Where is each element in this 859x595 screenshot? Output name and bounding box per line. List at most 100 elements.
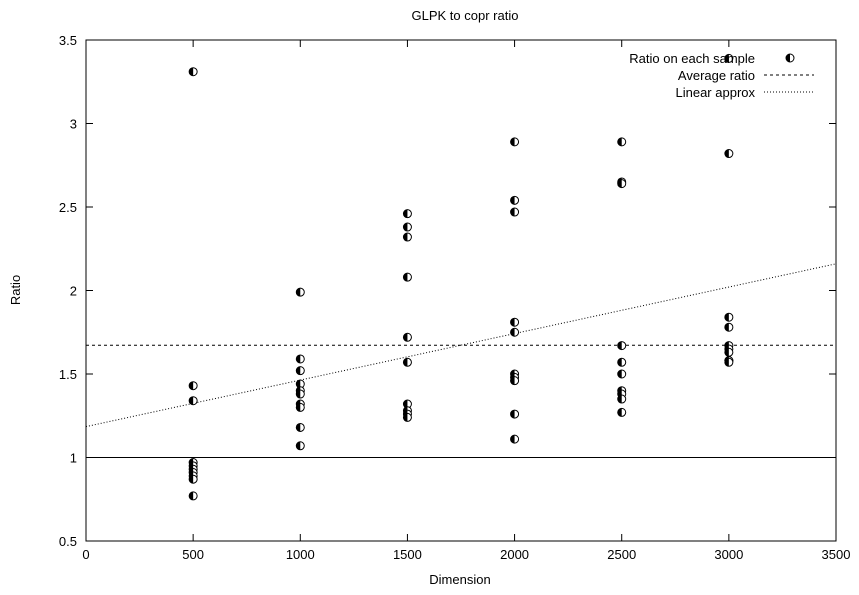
data-point xyxy=(188,396,198,406)
data-point xyxy=(295,354,305,364)
marker-fill xyxy=(403,233,408,242)
marker-fill xyxy=(403,413,408,422)
legend-marker xyxy=(785,53,795,63)
marker-fill xyxy=(617,370,622,378)
marker-fill xyxy=(724,54,729,63)
x-tick-label: 3000 xyxy=(714,547,743,562)
marker-fill xyxy=(403,333,408,342)
data-point xyxy=(402,272,412,282)
marker-fill xyxy=(617,408,622,417)
marker-fill xyxy=(510,137,515,146)
x-tick-label: 2000 xyxy=(500,547,529,562)
data-point xyxy=(510,207,520,217)
marker-fill xyxy=(510,410,515,419)
x-tick-label: 500 xyxy=(182,547,204,562)
data-point xyxy=(510,376,520,386)
data-point xyxy=(617,341,627,351)
plot-area xyxy=(85,53,837,501)
data-point xyxy=(510,137,520,147)
marker-fill xyxy=(786,54,790,62)
data-point xyxy=(724,312,734,322)
marker-fill xyxy=(510,318,515,327)
data-point xyxy=(617,407,627,417)
data-point xyxy=(724,149,734,159)
marker-fill xyxy=(510,208,515,217)
data-point xyxy=(188,381,198,391)
marker-fill xyxy=(296,380,301,389)
legend-label: Average ratio xyxy=(678,68,755,83)
data-point xyxy=(617,394,627,404)
marker-fill xyxy=(510,328,515,337)
marker-fill xyxy=(724,323,729,332)
data-point xyxy=(617,357,627,367)
marker-fill xyxy=(617,395,622,404)
data-point xyxy=(402,357,412,367)
data-point xyxy=(617,137,627,147)
y-tick-label: 2 xyxy=(70,284,77,299)
x-tick-label: 0 xyxy=(82,547,89,562)
data-point xyxy=(510,317,520,327)
data-point xyxy=(402,232,412,242)
marker-fill xyxy=(296,390,301,399)
marker-fill xyxy=(403,209,408,218)
marker-fill xyxy=(189,396,194,405)
marker-fill xyxy=(189,475,194,484)
data-point xyxy=(295,402,305,412)
y-tick-label: 3.5 xyxy=(59,33,77,48)
data-point xyxy=(402,399,412,409)
axes: 0 500 1000 1500 2000 2500 3000 3500 0.5 1 1.5 2 2.5 3… xyxy=(59,33,851,562)
data-point xyxy=(510,434,520,444)
marker-fill xyxy=(403,273,408,282)
data-point xyxy=(617,369,627,379)
data-point xyxy=(402,222,412,232)
marker-fill xyxy=(617,358,622,367)
marker-fill xyxy=(724,348,729,357)
marker-fill xyxy=(617,179,622,188)
legend: Ratio on each sample Average ratio Linear … xyxy=(629,51,814,100)
marker-fill xyxy=(617,137,622,146)
data-point xyxy=(510,195,520,205)
legend-label: Linear approx xyxy=(676,85,756,100)
marker-fill xyxy=(724,358,729,367)
y-tick-label: 1 xyxy=(70,451,77,466)
marker-fill xyxy=(296,403,301,412)
marker-fill xyxy=(724,313,729,322)
plot-frame xyxy=(85,39,837,542)
data-point xyxy=(724,357,734,367)
y-tick-label: 0.5 xyxy=(59,534,77,549)
data-point xyxy=(402,412,412,422)
marker-fill xyxy=(189,381,194,390)
data-point xyxy=(402,332,412,342)
marker-fill xyxy=(403,358,408,367)
marker-fill xyxy=(296,441,301,450)
data-point xyxy=(188,491,198,501)
data-point xyxy=(295,441,305,451)
marker-fill xyxy=(296,354,301,363)
marker-fill xyxy=(724,149,729,158)
y-tick-label: 2.5 xyxy=(59,200,77,215)
x-axis-label: Dimension xyxy=(429,572,490,587)
linear-approx-line xyxy=(85,263,837,428)
y-axis-label: Ratio xyxy=(8,275,23,305)
data-point xyxy=(724,322,734,332)
data-point xyxy=(295,422,305,432)
marker-fill xyxy=(617,341,622,350)
marker-fill xyxy=(510,196,515,205)
data-point xyxy=(510,327,520,337)
marker-fill xyxy=(189,67,194,76)
marker-fill xyxy=(403,400,408,409)
marker-fill xyxy=(403,223,408,232)
y-tick-label: 1.5 xyxy=(59,367,77,382)
data-point xyxy=(295,389,305,399)
data-point xyxy=(724,53,734,63)
marker-fill xyxy=(189,491,194,500)
data-point xyxy=(724,347,734,357)
data-point xyxy=(188,67,198,77)
y-tick-label: 3 xyxy=(70,117,77,132)
marker-fill xyxy=(296,423,301,432)
data-point xyxy=(295,287,305,297)
x-tick-label: 1500 xyxy=(393,547,422,562)
x-tick-label: 1000 xyxy=(286,547,315,562)
data-point xyxy=(510,409,520,419)
